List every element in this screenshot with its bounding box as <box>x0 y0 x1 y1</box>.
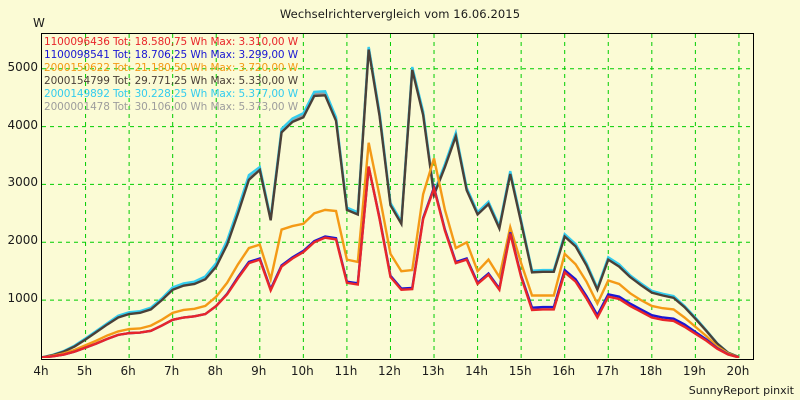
x-tick-label: 13h <box>421 364 445 378</box>
legend-item: 1100096436 Tot: 18.580,75 Wh Max: 3.310,… <box>44 36 298 48</box>
x-tick-label: 16h <box>552 364 576 378</box>
series-line-2000150622 <box>42 142 740 358</box>
x-tick-label: 19h <box>682 364 706 378</box>
y-tick-label: 4000 <box>7 117 38 132</box>
x-tick-label: 11h <box>334 364 358 378</box>
x-tick-label: 7h <box>164 364 180 378</box>
legend-item: 2000154799 Tot: 29.771,25 Wh Max: 5.330,… <box>44 75 298 88</box>
y-tick-label: 3000 <box>7 175 38 190</box>
series-line-1100096436 <box>42 166 740 358</box>
x-tick-label: 14h <box>465 364 489 378</box>
y-tick-label: 2000 <box>7 233 38 248</box>
x-tick-label: 4h <box>33 364 49 378</box>
legend-item: 1100098541 Tot: 18.706,25 Wh Max: 3.299,… <box>44 49 298 62</box>
footer-credit: SunnyReport pinxit <box>688 384 794 397</box>
x-tick-label: 18h <box>639 364 663 378</box>
x-tick-label: 6h <box>120 364 136 378</box>
x-tick-label: 8h <box>207 364 223 378</box>
chart-legend: 1100096436 Tot: 18.580,75 Wh Max: 3.310,… <box>44 36 298 115</box>
y-tick-label: 1000 <box>7 291 38 306</box>
legend-item: 2000149892 Tot: 30.228,25 Wh Max: 5.377,… <box>44 88 298 101</box>
series-line-2000154799 <box>42 49 740 358</box>
x-tick-label: 12h <box>378 364 401 378</box>
legend-item: 2000150622 Tot: 21.180,50 Wh Max: 3.720,… <box>44 62 298 75</box>
x-tick-label: 10h <box>290 364 314 378</box>
y-axis-unit-label: W <box>33 16 45 30</box>
x-tick-label: 20h <box>726 364 750 378</box>
plot-area <box>41 33 754 360</box>
x-tick-label: 9h <box>251 364 267 378</box>
x-tick-label: 17h <box>595 364 619 378</box>
x-tick-label: 5h <box>76 364 93 378</box>
y-tick-label: 5000 <box>7 59 38 74</box>
x-tick-label: 15h <box>508 364 532 378</box>
chart-svg <box>42 34 752 358</box>
legend-item: 2000001478 Tot: 30.106,00 Wh Max: 5.373,… <box>44 101 298 114</box>
page-title: Wechselrichtervergleich vom 16.06.2015 <box>279 7 521 21</box>
